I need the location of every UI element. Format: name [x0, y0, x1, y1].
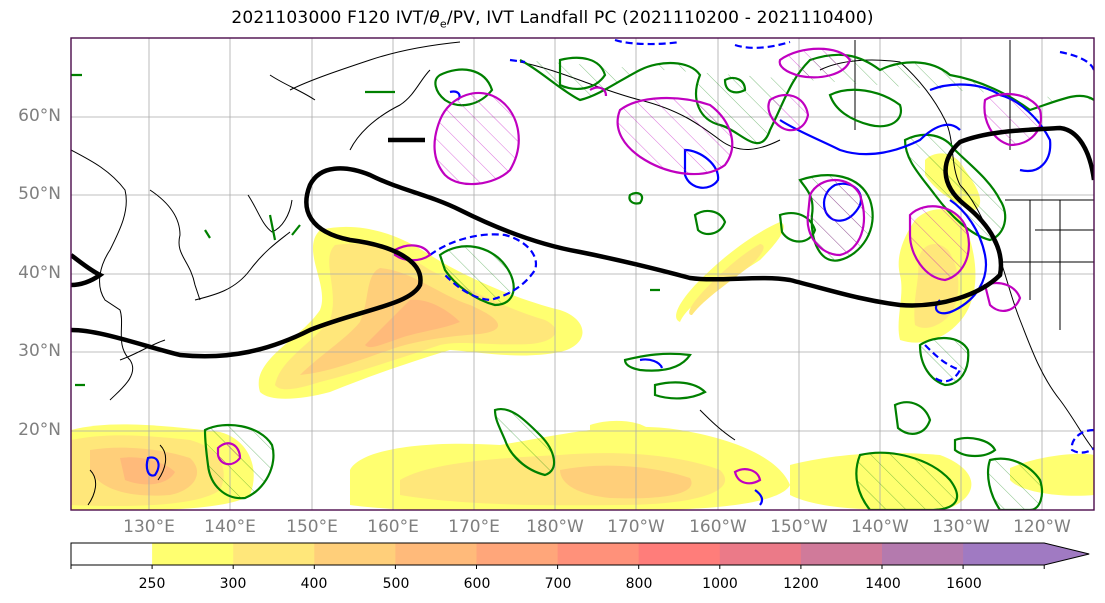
colorbar-tick-label: 300: [219, 576, 247, 592]
lon-label: 160°W: [689, 517, 747, 537]
colorbar-segment: [719, 543, 802, 565]
colorbar-tick-label: 400: [300, 576, 328, 592]
colorbar-segment: [71, 543, 153, 565]
colorbar-tick-label: 500: [382, 576, 410, 592]
colorbar-tick-label: 600: [463, 576, 491, 592]
lat-label: 40°N: [18, 263, 61, 283]
colorbar-segment: [476, 543, 559, 565]
colorbar-tick-label: 250: [138, 576, 166, 592]
pv-contours-magenta: [216, 47, 1043, 485]
colorbar-segment: [557, 543, 640, 565]
colorbar-segment: [638, 543, 721, 565]
lon-label: 140°E: [204, 517, 256, 537]
colorbar-segment: [314, 543, 396, 565]
colorbar-extend-arrow: [1044, 543, 1090, 565]
lon-label: 130°E: [123, 517, 175, 537]
thetae-contours-blue: [145, 38, 1094, 506]
colorbar-tick-label: 1600: [946, 576, 982, 592]
colorbar-tick-label: 700: [544, 576, 572, 592]
map-frame: [70, 37, 1095, 511]
colorbar-tick-label: 1000: [702, 576, 738, 592]
lat-label: 50°N: [18, 184, 61, 204]
lat-label: 20°N: [18, 420, 61, 440]
colorbar-segment: [800, 543, 883, 565]
lat-label: 60°N: [18, 106, 61, 126]
colorbar-segment: [233, 543, 315, 565]
lon-label: 170°W: [607, 517, 665, 537]
lon-label: 180°W: [526, 517, 584, 537]
colorbar-tick-label: 800: [625, 576, 653, 592]
lon-label: 150°E: [286, 517, 338, 537]
lon-label: 130°W: [932, 517, 990, 537]
colorbar: [70, 542, 1090, 569]
colorbar-segment: [152, 543, 234, 565]
colorbar-tick-label: 1400: [865, 576, 901, 592]
colorbar-segment: [882, 543, 964, 565]
colorbar-segment: [963, 543, 1045, 565]
thick-contour-black: [71, 125, 1094, 359]
colorbar-segment: [395, 543, 477, 565]
colorbar-outline: [70, 542, 1090, 566]
lon-label: 120°W: [1013, 517, 1071, 537]
lon-label: 140°W: [851, 517, 909, 537]
lon-label: 170°E: [448, 517, 500, 537]
lon-label: 160°E: [367, 517, 419, 537]
colorbar-tick-label: 1200: [783, 576, 819, 592]
lat-label: 30°N: [18, 341, 61, 361]
map-title: 2021103000 F120 IVT/θe/PV, IVT Landfall …: [231, 8, 874, 31]
lon-label: 150°W: [770, 517, 828, 537]
